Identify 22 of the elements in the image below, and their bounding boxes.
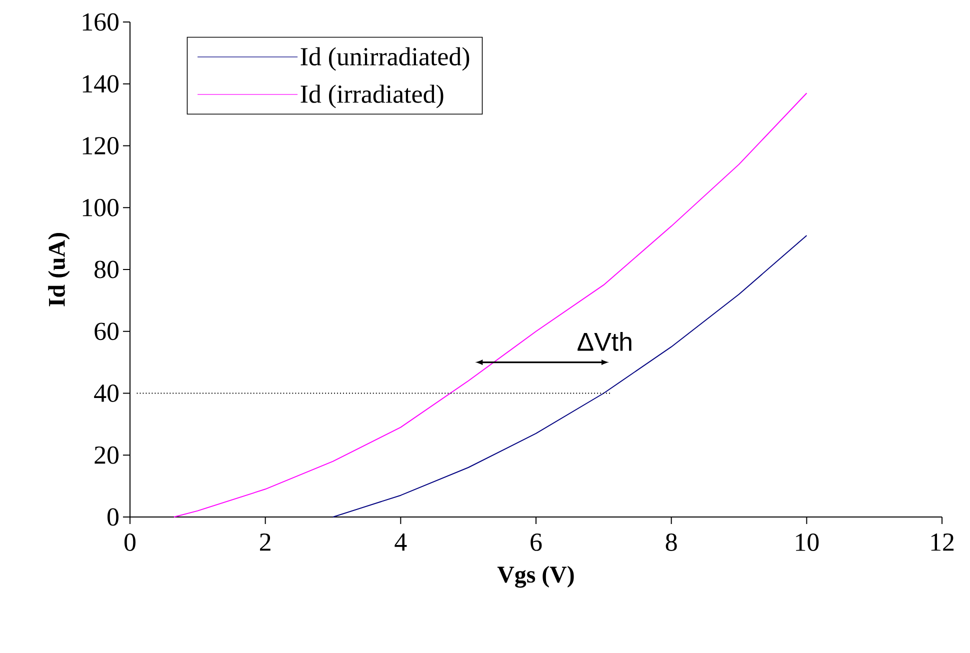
x-axis-title: Vgs (V)	[497, 566, 574, 588]
legend-label: Id (unirradiated)	[300, 47, 470, 71]
x-tick-label: 12	[931, 534, 954, 551]
annotation: ΔVth	[578, 332, 632, 351]
x-tick-label: 6	[530, 534, 542, 551]
y-tick-label: 140	[82, 75, 118, 93]
y-axis-title: Id (uA)	[48, 233, 70, 306]
y-tick-label: 20	[94, 446, 118, 464]
x-tick-label: 0	[124, 534, 136, 551]
y-tick-label: 100	[82, 198, 118, 216]
x-tick-label: 4	[394, 534, 407, 551]
x-tick-label: 10	[796, 534, 819, 551]
y-tick-label: 60	[94, 322, 118, 340]
legend-label: Id (irradiated)	[300, 84, 444, 108]
x-tick-label: 2	[260, 534, 270, 551]
y-tick-label: 0	[108, 508, 118, 526]
x-tick-label: 8	[666, 534, 677, 551]
y-tick-label: 80	[94, 260, 118, 278]
y-tick-label: 160	[82, 13, 118, 31]
y-tick-label: 120	[82, 137, 118, 154]
y-tick-label: 40	[94, 384, 118, 402]
line-series	[332, 234, 808, 518]
